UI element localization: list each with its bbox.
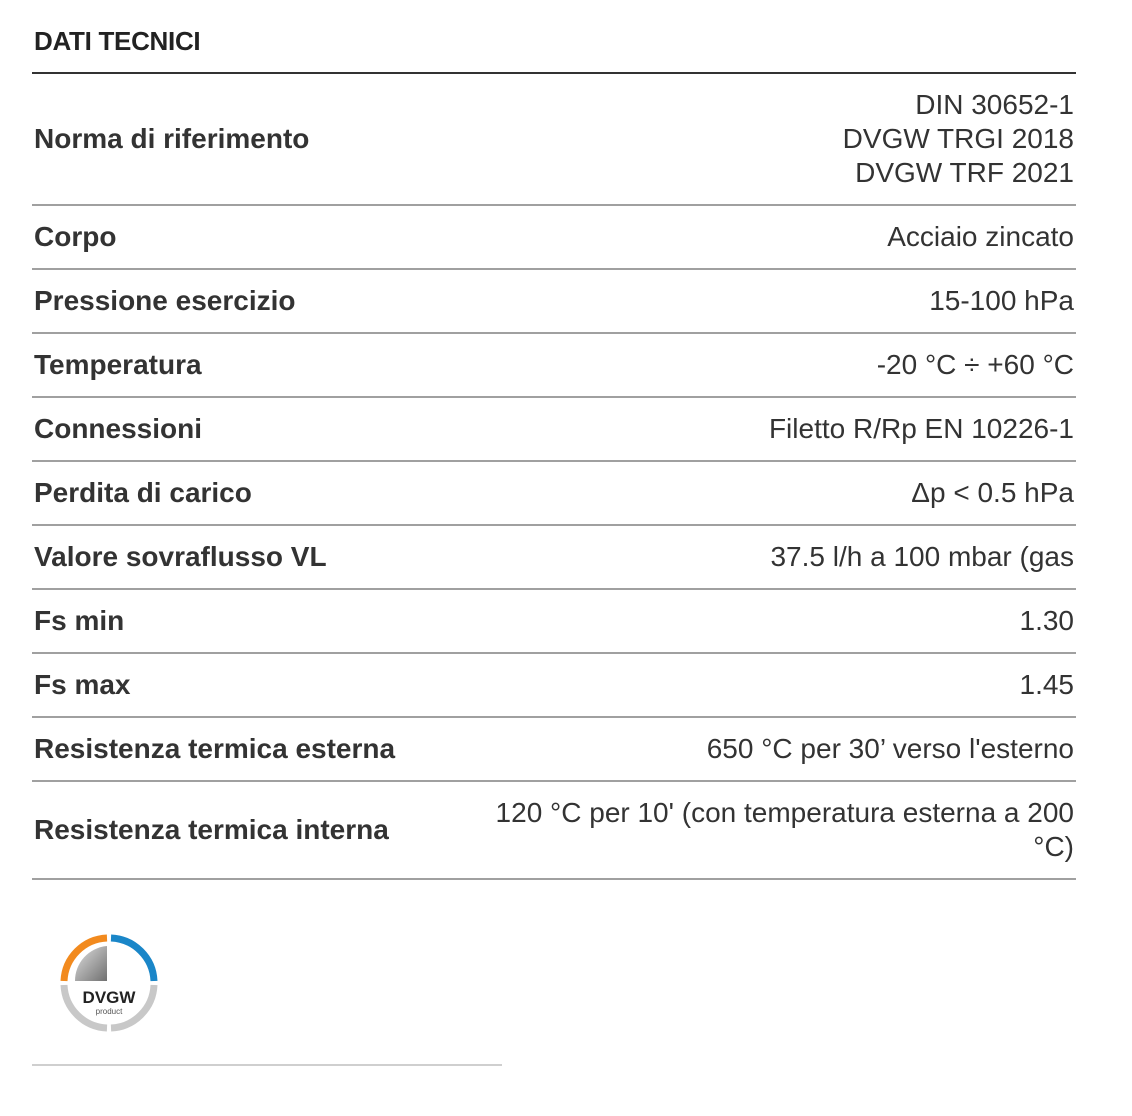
table-row: Resistenza termica interna 120 °C per 10'…: [32, 782, 1076, 880]
row-label: Corpo: [34, 221, 117, 252]
value-line: DIN 30652-1: [915, 89, 1074, 120]
table-row: Perdita di carico Δp < 0.5 hPa: [32, 462, 1076, 526]
row-label: Fs max: [34, 669, 131, 700]
table-row: Connessioni Filetto R/Rp EN 10226-1: [32, 398, 1076, 462]
row-label: Resistenza termica esterna: [34, 733, 396, 764]
svg-text:product: product: [96, 1007, 123, 1016]
value-line: 37.5 l/h a 100 mbar (gas: [770, 541, 1074, 572]
value-line: Δp < 0.5 hPa: [911, 477, 1074, 508]
table-row: Temperatura -20 °C ÷ +60 °C: [32, 334, 1076, 398]
table-row: Valore sovraflusso VL 37.5 l/h a 100 mbar…: [32, 526, 1076, 590]
row-value: 15-100 hPa: [929, 284, 1076, 318]
value-line: DVGW TRF 2021: [855, 157, 1074, 188]
value-line: -20 °C ÷ +60 °C: [876, 349, 1074, 380]
row-label: Perdita di carico: [34, 477, 252, 508]
row-value: Acciaio zincato: [887, 220, 1076, 254]
row-label: Valore sovraflusso VL: [34, 541, 327, 572]
row-value: 37.5 l/h a 100 mbar (gas: [770, 540, 1076, 574]
row-label: Resistenza termica interna: [34, 814, 389, 845]
value-line: DVGW TRGI 2018: [842, 123, 1074, 154]
specs-table: Norma di riferimento DIN 30652-1 DVGW TRGI…: [32, 72, 1076, 880]
row-value: -20 °C ÷ +60 °C: [877, 348, 1076, 382]
row-value: Δp < 0.5 hPa: [911, 476, 1076, 510]
value-line: 650 °C per 30’ verso l'esterno: [706, 733, 1074, 764]
table-row: Corpo Acciaio zincato: [32, 206, 1076, 270]
row-label: Temperatura: [34, 349, 202, 380]
row-label: Pressione esercizio: [34, 285, 296, 316]
table-row: Norma di riferimento DIN 30652-1 DVGW TRGI…: [32, 74, 1076, 206]
row-value: 1.45: [1020, 668, 1077, 702]
svg-text:DVGW: DVGW: [83, 988, 137, 1007]
table-row: Fs max 1.45: [32, 654, 1076, 718]
row-value: 120 °C per 10' (con temperatura esterna …: [484, 796, 1076, 864]
table-row: Resistenza termica esterna 650 °C per 30’…: [32, 718, 1076, 782]
row-value: DIN 30652-1 DVGW TRGI 2018 DVGW TRF 2021: [843, 88, 1076, 190]
section-title: DATI TECNICI: [34, 26, 201, 56]
row-value: 1.30: [1020, 604, 1077, 638]
value-line: 15-100 hPa: [929, 285, 1074, 316]
value-line: 1.30: [1019, 605, 1075, 636]
dvgw-logo: DVGW product: [60, 934, 158, 1032]
row-label: Connessioni: [34, 413, 203, 444]
value-line: Filetto R/Rp EN 10226-1: [768, 413, 1074, 444]
table-row: Pressione esercizio 15-100 hPa: [32, 270, 1076, 334]
row-label: Fs min: [34, 605, 125, 636]
value-line: 120 °C per 10' (con temperatura esterna …: [495, 797, 1074, 862]
value-line: 1.45: [1019, 669, 1075, 700]
table-row: Fs min 1.30: [32, 590, 1076, 654]
divider: [32, 1064, 502, 1066]
value-line: Acciaio zincato: [887, 221, 1074, 252]
row-value: 650 °C per 30’ verso l'esterno: [707, 732, 1076, 766]
row-value: Filetto R/Rp EN 10226-1: [769, 412, 1076, 446]
row-label: Norma di riferimento: [34, 123, 310, 154]
